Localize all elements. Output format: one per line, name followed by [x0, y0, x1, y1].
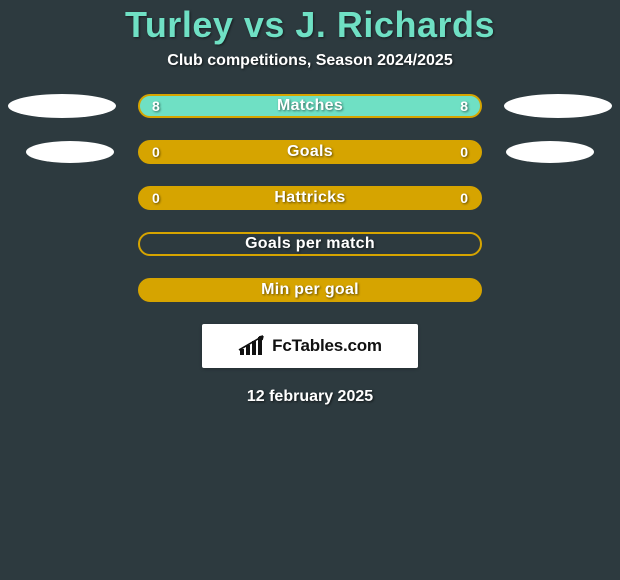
stat-right-value: 0 — [460, 144, 468, 160]
stat-bar: Goals per match — [138, 232, 482, 256]
left-ellipse — [8, 94, 116, 118]
page-title: Turley vs J. Richards — [125, 4, 495, 46]
stat-row: 0 Hattricks 0 — [0, 186, 620, 210]
stat-label: Goals per match — [245, 235, 375, 253]
left-ellipse — [26, 141, 114, 163]
stat-label: Min per goal — [261, 281, 359, 299]
right-ellipse — [506, 141, 594, 163]
stat-row: 8 Matches 8 — [0, 94, 620, 118]
stat-label: Hattricks — [274, 189, 345, 207]
stat-bar: 0 Hattricks 0 — [138, 186, 482, 210]
logo-bars-icon — [238, 335, 266, 357]
stat-bar: Min per goal — [138, 278, 482, 302]
stat-bar: 0 Goals 0 — [138, 140, 482, 164]
subtitle: Club competitions, Season 2024/2025 — [167, 52, 452, 70]
date-label: 12 february 2025 — [247, 388, 373, 406]
stat-right-value: 8 — [460, 98, 468, 114]
stat-label: Goals — [287, 143, 333, 161]
stat-row: Min per goal — [0, 278, 620, 302]
stat-left-value: 8 — [152, 98, 160, 114]
stat-rows: 8 Matches 8 0 Goals 0 0 Hattricks 0 Goals per mat… — [0, 94, 620, 302]
stat-left-value: 0 — [152, 144, 160, 160]
stat-right-value: 0 — [460, 190, 468, 206]
content-wrapper: Turley vs J. Richards Club competitions,… — [0, 0, 620, 580]
stat-bar: 8 Matches 8 — [138, 94, 482, 118]
stat-row: Goals per match — [0, 232, 620, 256]
logo-badge: FcTables.com — [202, 324, 418, 368]
stat-left-value: 0 — [152, 190, 160, 206]
logo-text: FcTables.com — [272, 336, 382, 356]
stat-row: 0 Goals 0 — [0, 140, 620, 164]
right-ellipse — [504, 94, 612, 118]
stat-label: Matches — [277, 97, 343, 115]
